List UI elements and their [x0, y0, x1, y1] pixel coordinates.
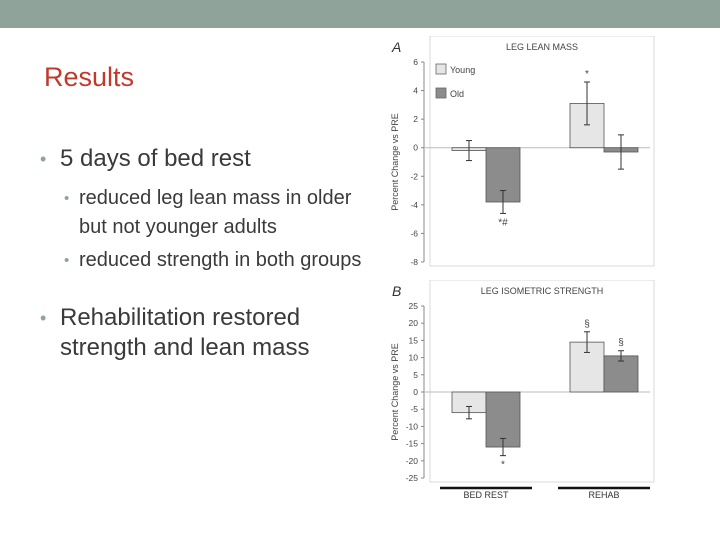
y-tick-label: -15: [406, 439, 419, 449]
y-tick-label: 0: [413, 143, 418, 153]
significance-mark: *: [585, 69, 589, 80]
y-tick-label: -6: [410, 228, 418, 238]
x-category-label: REHAB: [588, 490, 619, 500]
y-tick-label: 25: [409, 301, 419, 311]
y-tick-label: -8: [410, 257, 418, 267]
y-tick-label: 0: [413, 387, 418, 397]
panel-label: A: [391, 39, 401, 55]
bar-young-rehab: [569, 341, 605, 393]
y-tick-label: 4: [413, 86, 418, 96]
x-category-label: BED REST: [463, 490, 509, 500]
chart-title: LEG ISOMETRIC STRENGTH: [481, 286, 604, 296]
y-axis-label: Percent Change vs PRE: [390, 343, 400, 441]
y-tick-label: 10: [409, 353, 419, 363]
significance-mark: *: [501, 460, 505, 471]
y-tick-label: 15: [409, 335, 419, 345]
legend-label: Old: [450, 89, 464, 99]
y-tick-label: 2: [413, 114, 418, 124]
bullet-text: reduced leg lean mass in older but not y…: [79, 187, 352, 238]
y-tick-label: -5: [410, 404, 418, 414]
bullet-dot-icon: •: [64, 252, 70, 269]
y-tick-label: -20: [406, 456, 419, 466]
bullet-dot-icon: •: [40, 149, 47, 169]
y-tick-label: -10: [406, 421, 419, 431]
bullet-item: • 5 days of bed rest: [40, 144, 370, 174]
top-accent-bar: [0, 0, 720, 28]
legend-swatch: [435, 87, 447, 99]
y-tick-label: 20: [409, 318, 419, 328]
chart-leg-isometric-strength: B LEG ISOMETRIC STRENGTH Percent Change vs…: [390, 280, 655, 500]
bullet-dot-icon: •: [40, 308, 47, 328]
bullet-text: reduced strength in both groups: [79, 249, 362, 271]
bullet-dot-icon: •: [64, 190, 70, 207]
chart-title: LEG LEAN MASS: [506, 42, 578, 52]
significance-mark: §: [584, 319, 590, 330]
y-tick-label: -2: [410, 171, 418, 181]
bar-old-bed-rest: [485, 391, 521, 448]
y-tick-label: -25: [406, 473, 419, 483]
significance-mark: §: [618, 338, 624, 349]
y-tick-label: -4: [410, 200, 418, 210]
sub-bullet-item: • reduced leg lean mass in older but not…: [40, 184, 370, 242]
y-axis-label: Percent Change vs PRE: [390, 113, 400, 211]
y-tick-label: 5: [413, 370, 418, 380]
bar-old-rehab: [603, 355, 639, 393]
sub-bullet-item: • reduced strength in both groups: [40, 246, 370, 275]
bullet-text: Rehabilitation restored strength and lea…: [60, 304, 310, 361]
legend-label: Young: [450, 65, 475, 75]
legend-swatch: [435, 63, 447, 75]
slide-title: Results: [44, 62, 135, 92]
bullet-text: 5 days of bed rest: [60, 145, 251, 172]
chart-leg-lean-mass: A LEG LEAN MASS Percent Change vs PRE 6 4 2 0 -…: [390, 36, 655, 267]
y-tick-label: 6: [413, 57, 418, 67]
panel-label: B: [392, 283, 401, 299]
bullet-item: • Rehabilitation restored strength and l…: [40, 303, 370, 363]
significance-mark: *#: [498, 217, 508, 228]
bullet-list: • 5 days of bed rest • reduced leg lean …: [40, 144, 370, 373]
